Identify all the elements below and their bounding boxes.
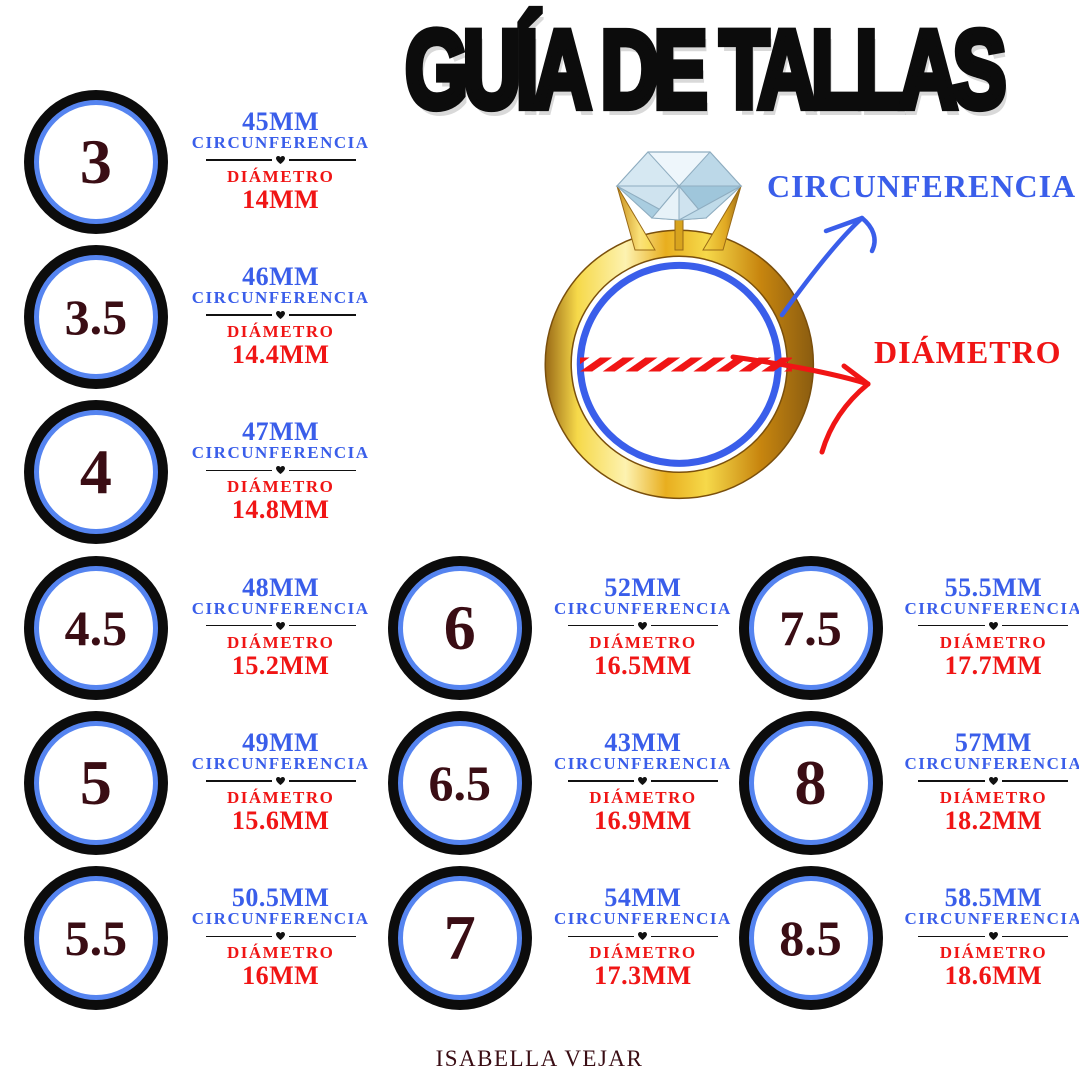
svg-text:CIRCUNFERENCIA: CIRCUNFERENCIA (767, 168, 1076, 204)
svg-text:DIÁMETRO: DIÁMETRO (874, 334, 1062, 370)
